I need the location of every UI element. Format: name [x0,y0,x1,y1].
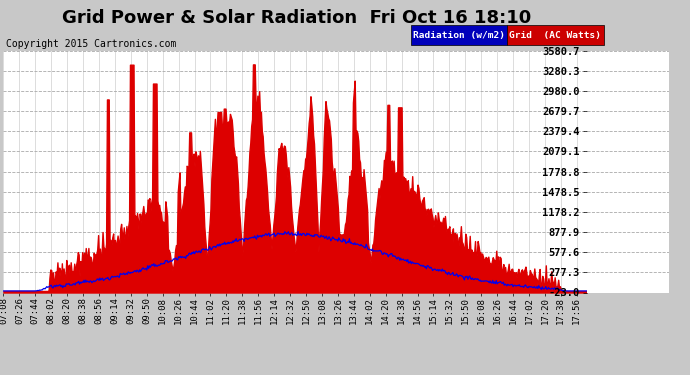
Text: Radiation (w/m2): Radiation (w/m2) [413,31,505,40]
Text: Grid Power & Solar Radiation  Fri Oct 16 18:10: Grid Power & Solar Radiation Fri Oct 16 … [62,9,531,27]
Text: Grid  (AC Watts): Grid (AC Watts) [509,31,602,40]
Text: Copyright 2015 Cartronics.com: Copyright 2015 Cartronics.com [6,39,176,50]
